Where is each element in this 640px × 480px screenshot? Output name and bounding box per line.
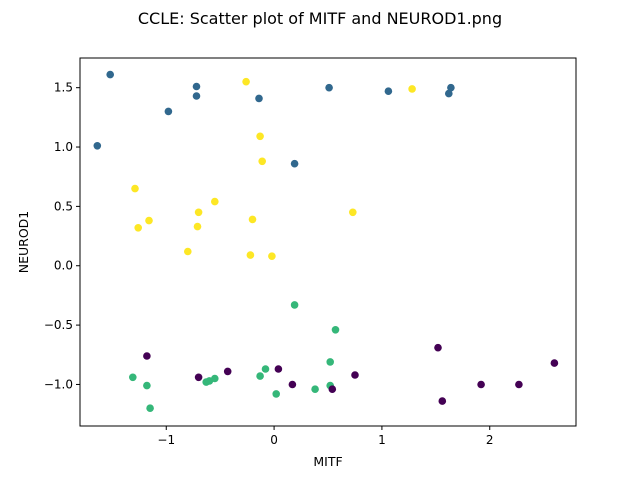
x-tick-label: 0 bbox=[270, 433, 278, 447]
scatter-point bbox=[261, 365, 270, 373]
scatter-point bbox=[143, 352, 151, 360]
scatter-point bbox=[328, 385, 337, 394]
scatter-point bbox=[349, 208, 357, 217]
scatter-point bbox=[192, 92, 201, 100]
scatter-point bbox=[268, 252, 276, 260]
scatter-point bbox=[194, 208, 203, 217]
scatter-point bbox=[256, 372, 264, 380]
x-tick-label: 1 bbox=[378, 433, 386, 447]
scatter-point bbox=[438, 397, 447, 405]
scatter-point bbox=[255, 94, 263, 103]
y-tick-label: −1.0 bbox=[44, 377, 73, 391]
scatter-point bbox=[145, 216, 153, 225]
scatter-point bbox=[192, 82, 201, 91]
scatter-point bbox=[326, 358, 335, 366]
scatter-point bbox=[242, 77, 250, 86]
scatter-point bbox=[256, 132, 264, 141]
scatter-point bbox=[325, 83, 333, 92]
scatter-point bbox=[134, 224, 142, 232]
scatter-point bbox=[93, 142, 102, 150]
scatter-point bbox=[223, 367, 232, 376]
scatter-point bbox=[246, 251, 255, 259]
y-axis-label: NEUROD1 bbox=[16, 211, 31, 274]
scatter-point bbox=[272, 390, 281, 398]
y-tick-label: 1.5 bbox=[54, 81, 73, 95]
scatter-point bbox=[331, 326, 340, 334]
scatter-point bbox=[311, 385, 319, 394]
scatter-point bbox=[164, 107, 173, 116]
scatter-point bbox=[274, 365, 283, 373]
x-tick-label: 2 bbox=[486, 433, 494, 447]
y-tick-label: 1.0 bbox=[54, 140, 73, 154]
plot-marks bbox=[93, 70, 559, 413]
scatter-point bbox=[131, 184, 139, 193]
scatter-point bbox=[129, 373, 137, 382]
x-tick-label: −1 bbox=[157, 433, 175, 447]
scatter-point bbox=[288, 380, 297, 389]
y-tick-label: 0.5 bbox=[54, 199, 73, 213]
scatter-point bbox=[550, 359, 559, 367]
scatter-point bbox=[248, 215, 257, 224]
scatter-point bbox=[477, 380, 485, 389]
scatter-point bbox=[106, 70, 114, 79]
scatter-point bbox=[211, 197, 219, 206]
y-tick-label: −0.5 bbox=[44, 318, 73, 332]
x-axis-label: MITF bbox=[313, 454, 342, 469]
scatter-point bbox=[211, 374, 219, 383]
plot-frame bbox=[79, 57, 577, 427]
scatter-point bbox=[351, 371, 359, 379]
scatter-point bbox=[290, 301, 299, 309]
scatter-point bbox=[184, 247, 192, 256]
scatter-point bbox=[290, 159, 299, 168]
y-tick-label: 0.0 bbox=[54, 259, 73, 273]
scatter-point bbox=[445, 89, 453, 98]
scatter-point bbox=[143, 381, 151, 390]
scatter-point bbox=[447, 83, 455, 92]
scatter-point bbox=[515, 380, 523, 389]
scatter-point bbox=[194, 373, 203, 382]
scatter-point bbox=[434, 343, 442, 352]
scatter-point bbox=[258, 157, 267, 166]
scatter-point bbox=[408, 85, 416, 93]
chart-title: CCLE: Scatter plot of MITF and NEUROD1.p… bbox=[138, 9, 502, 28]
scatter-point bbox=[384, 87, 393, 95]
scatter-point bbox=[193, 222, 202, 231]
scatter-point bbox=[146, 404, 154, 413]
axis-ticks: −1 0 1 2 −1.0 −0.5 0.0 0.5 1.0 1.5 bbox=[44, 81, 494, 447]
